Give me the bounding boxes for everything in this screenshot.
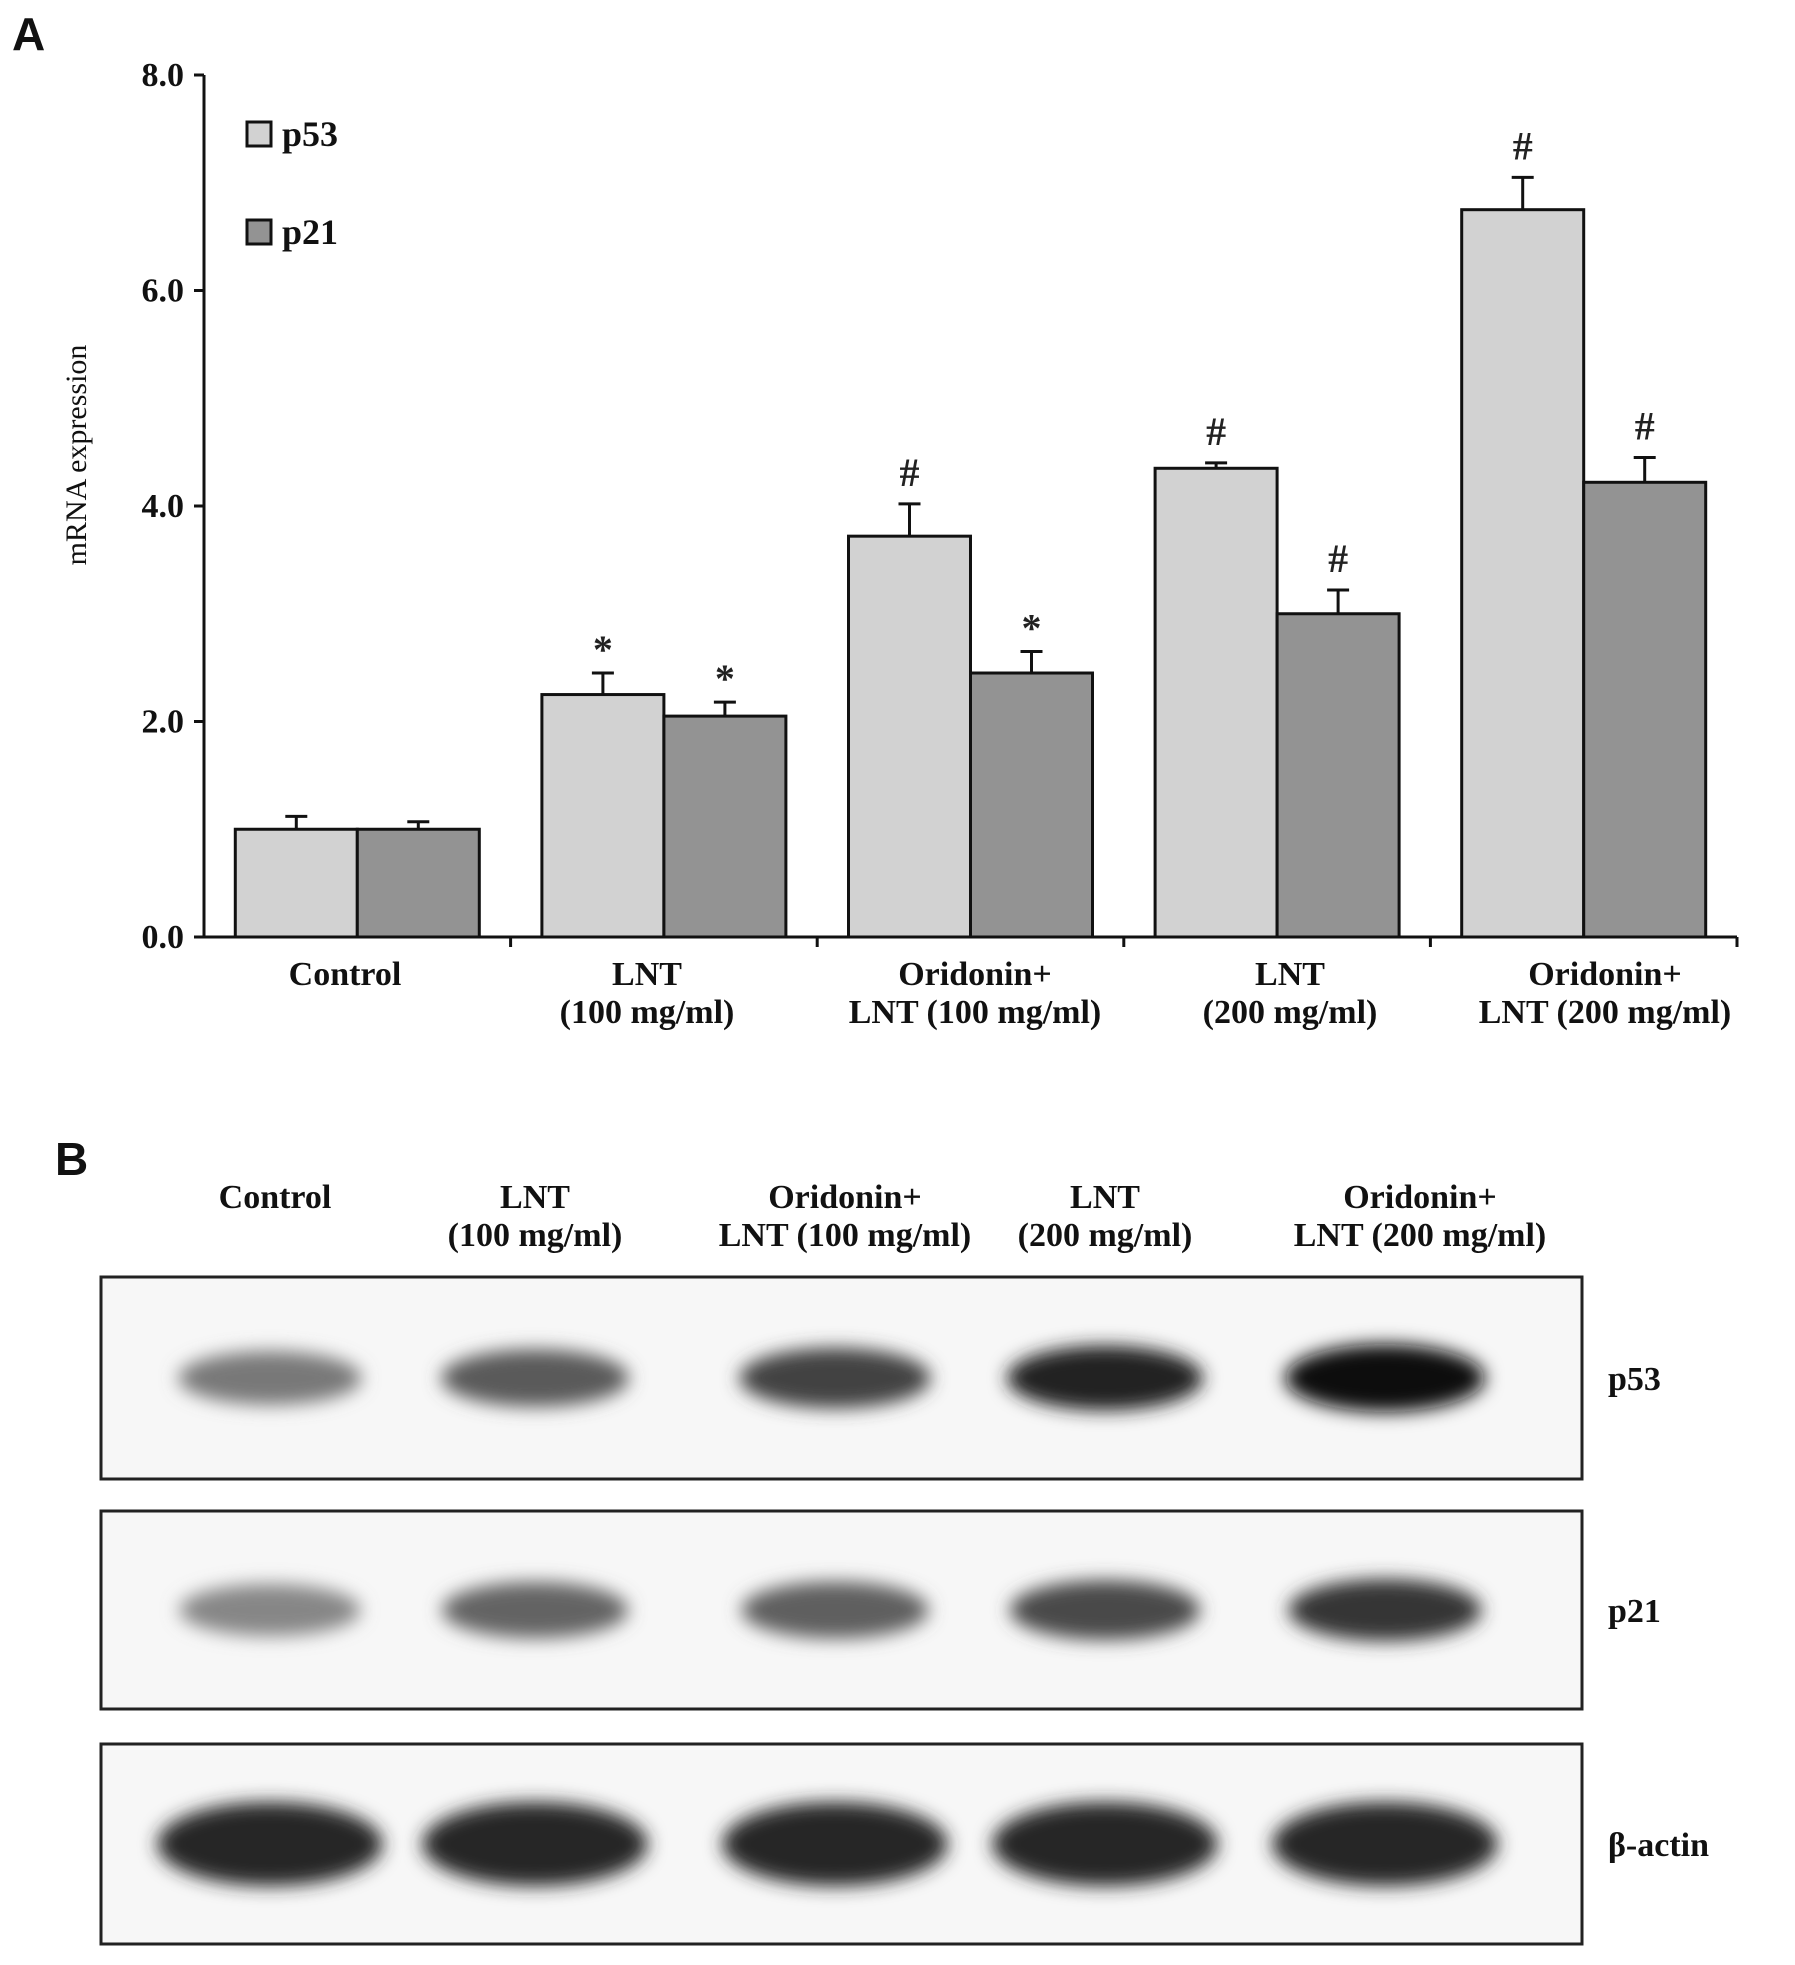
category-label: LNT (100 mg/ml) xyxy=(849,994,1101,1031)
blot-band xyxy=(441,1581,629,1639)
bar-p53-3 xyxy=(847,534,972,939)
bar-p53-4 xyxy=(1153,466,1279,939)
western-blot: Control LNT(100 mg/ml)Oridonin+LNT (100 m… xyxy=(99,1179,1709,1946)
blot-band xyxy=(179,1584,361,1636)
bar-p53-1 xyxy=(233,827,359,939)
legend-swatch-p53 xyxy=(245,120,273,148)
significance-marks: * * # * # # # # xyxy=(593,123,1655,701)
bar-p21-1 xyxy=(355,827,481,939)
blot-row-1: p53 xyxy=(99,1275,1661,1481)
category-label: Oridonin+ xyxy=(1528,956,1682,993)
lane-labels: Control LNT(100 mg/ml)Oridonin+LNT (100 m… xyxy=(219,1179,1547,1254)
category-label: LNT xyxy=(1255,956,1325,993)
y-axis-label: mRNA expression xyxy=(60,345,93,566)
lane-label: LNT xyxy=(500,1179,570,1216)
lane-label: LNT (200 mg/ml) xyxy=(1294,1217,1546,1254)
bar-p53-5 xyxy=(1460,208,1586,939)
significance-mark: * xyxy=(1022,605,1042,650)
blot-band xyxy=(441,1349,629,1407)
blot-band xyxy=(739,1347,931,1409)
blot-band xyxy=(178,1351,362,1405)
legend-label-p21: p21 xyxy=(282,212,338,252)
lane-label: LNT xyxy=(1070,1179,1140,1216)
y-tick-label: 6.0 xyxy=(142,273,185,310)
blot-band xyxy=(722,1801,948,1887)
category-label: Control xyxy=(289,956,402,993)
y-tick-label: 0.0 xyxy=(142,919,185,956)
category-label: Oridonin+ xyxy=(898,956,1052,993)
blot-row-label: β-actin xyxy=(1608,1827,1709,1864)
blot-band xyxy=(1285,1344,1485,1412)
category-label: (100 mg/ml) xyxy=(560,994,735,1031)
lane-label: LNT (100 mg/ml) xyxy=(719,1217,971,1254)
significance-mark: * xyxy=(593,627,613,672)
blot-rows: p53 p21 β-actin xyxy=(99,1275,1709,1946)
y-tick-label: 2.0 xyxy=(142,704,185,741)
lane-label: Control xyxy=(219,1179,332,1216)
legend-label-p53: p53 xyxy=(282,114,338,154)
blot-band xyxy=(422,1801,648,1887)
blot-band xyxy=(1009,1580,1201,1640)
y-tick-label: 4.0 xyxy=(142,488,185,525)
significance-mark: # xyxy=(900,450,920,495)
bar-p21-5 xyxy=(1582,480,1708,939)
lane-label: Oridonin+ xyxy=(1343,1179,1497,1216)
significance-mark: * xyxy=(715,656,735,701)
significance-mark: # xyxy=(1513,123,1533,168)
category-labels: Control LNT(100 mg/ml)Oridonin+LNT (100 m… xyxy=(289,956,1732,1031)
lane-label: (100 mg/ml) xyxy=(448,1217,623,1254)
significance-mark: # xyxy=(1328,536,1348,581)
bar-chart: 0.02.04.06.08.0 **#*#### Control LNT(100 … xyxy=(60,57,1739,1031)
lane-label: (200 mg/ml) xyxy=(1018,1217,1193,1254)
blot-band xyxy=(1006,1345,1204,1411)
blot-row-label: p21 xyxy=(1608,1593,1661,1630)
bar-p53-2 xyxy=(540,693,666,939)
category-label: LNT (200 mg/ml) xyxy=(1479,994,1731,1031)
panel-b-label: B xyxy=(55,1133,88,1185)
blot-band xyxy=(741,1581,929,1639)
category-label: LNT xyxy=(612,956,682,993)
legend-swatch-p21 xyxy=(245,218,273,246)
blot-row-2: p21 xyxy=(99,1509,1661,1711)
blot-band xyxy=(157,1801,383,1887)
panel-a-label: A xyxy=(12,8,45,60)
lane-label: Oridonin+ xyxy=(768,1179,922,1216)
blot-band xyxy=(992,1801,1218,1887)
blot-row-label: p53 xyxy=(1608,1361,1661,1398)
legend: p53 p21 xyxy=(245,114,338,252)
bar-p21-2 xyxy=(662,714,788,939)
bar-p21-3 xyxy=(969,671,1094,939)
significance-mark: # xyxy=(1206,409,1226,454)
bar-p21-4 xyxy=(1275,612,1401,939)
blot-band xyxy=(1288,1578,1482,1642)
error-bars xyxy=(285,175,1656,830)
y-axis: 0.0 2.0 4.0 6.0 8.0 xyxy=(142,57,206,956)
category-label: (200 mg/ml) xyxy=(1203,994,1378,1031)
bars xyxy=(233,208,1708,939)
blot-row-3: β-actin xyxy=(99,1742,1709,1946)
y-tick-label: 8.0 xyxy=(142,57,185,94)
blot-band xyxy=(1272,1801,1498,1887)
significance-mark: # xyxy=(1635,404,1655,449)
